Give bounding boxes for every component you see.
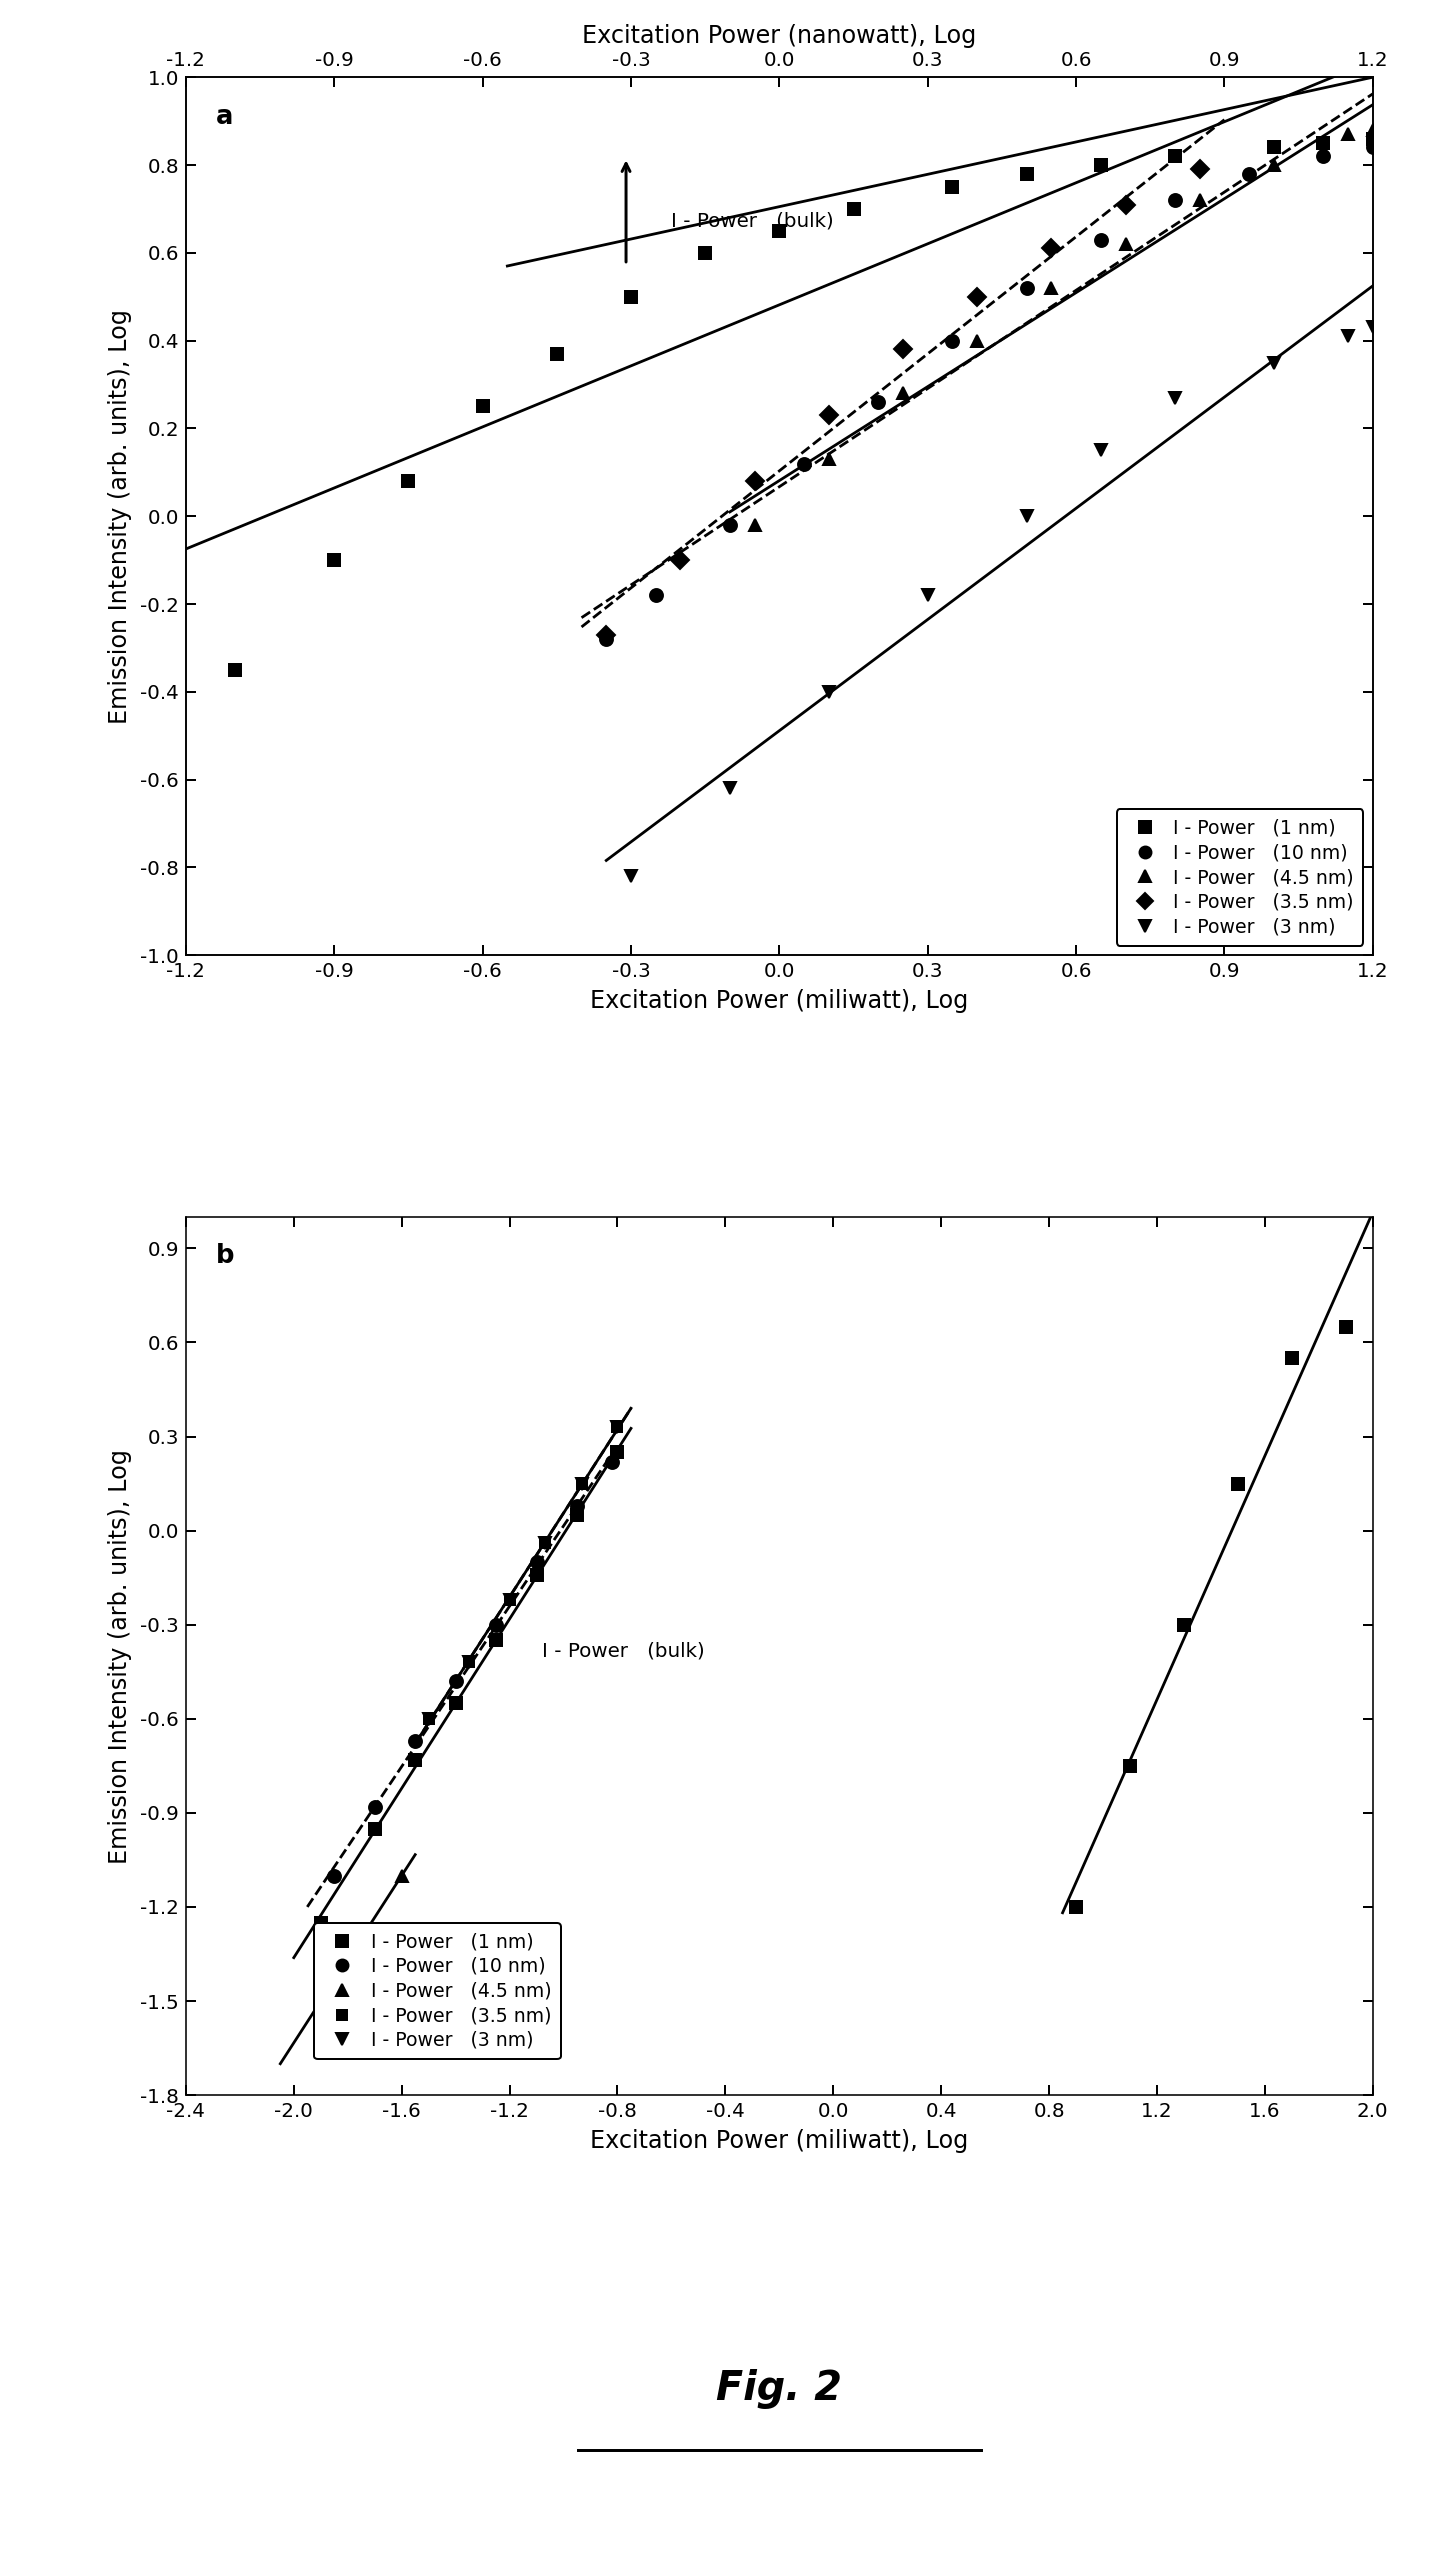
- X-axis label: Excitation Power (miliwatt), Log: Excitation Power (miliwatt), Log: [591, 988, 968, 1014]
- Y-axis label: Emission Intensity (arb. units), Log: Emission Intensity (arb. units), Log: [109, 1449, 132, 1864]
- Text: Fig. 2: Fig. 2: [716, 2368, 842, 2409]
- Text: b: b: [216, 1243, 235, 1269]
- Legend: I - Power   (1 nm), I - Power   (10 nm), I - Power   (4.5 nm), I - Power   (3.5 : I - Power (1 nm), I - Power (10 nm), I -…: [1117, 808, 1363, 945]
- Text: a: a: [216, 103, 233, 129]
- Legend: I - Power   (1 nm), I - Power   (10 nm), I - Power   (4.5 nm), I - Power   (3.5 : I - Power (1 nm), I - Power (10 nm), I -…: [315, 1923, 561, 2059]
- X-axis label: Excitation Power (nanowatt), Log: Excitation Power (nanowatt), Log: [582, 23, 977, 49]
- Text: I - Power   (bulk): I - Power (bulk): [671, 211, 834, 232]
- X-axis label: Excitation Power (miliwatt), Log: Excitation Power (miliwatt), Log: [591, 2129, 968, 2152]
- Y-axis label: Emission Intensity (arb. units), Log: Emission Intensity (arb. units), Log: [109, 309, 132, 723]
- Text: I - Power   (bulk): I - Power (bulk): [542, 1642, 705, 1660]
